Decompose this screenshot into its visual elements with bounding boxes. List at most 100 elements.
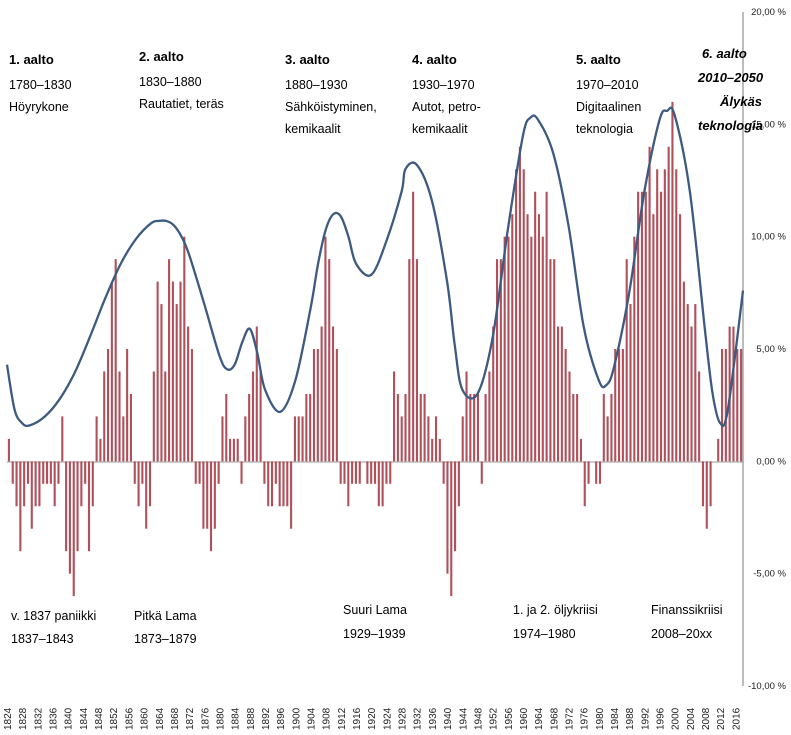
x-tick-label: 1920 <box>367 707 378 730</box>
bar-1919 <box>370 461 373 484</box>
bar-1830 <box>30 461 33 529</box>
bar-1867 <box>171 281 174 462</box>
x-tick-label: 1976 <box>580 707 591 730</box>
bar-1890 <box>259 371 262 462</box>
bar-1872 <box>190 349 193 462</box>
bar-1968 <box>557 326 560 462</box>
crisis-3-years: 1929–1939 <box>343 627 406 641</box>
bar-1978 <box>595 461 598 484</box>
bar-1952 <box>495 259 499 462</box>
bar-1880 <box>221 416 224 462</box>
crisis-annotation-3: Suuri Lama 1929–1939 <box>343 603 407 641</box>
bar-1878 <box>213 461 216 529</box>
wave-annotation-1: 1. aalto 1780–1830 Höyrykone <box>9 52 72 114</box>
wave-1-years: 1780–1830 <box>9 78 72 92</box>
bar-1858 <box>137 461 140 507</box>
bar-1888 <box>251 371 255 462</box>
x-tick-label: 1864 <box>155 707 166 730</box>
y-tick-label: 20,00 % <box>751 7 786 18</box>
bar-1923 <box>385 461 388 484</box>
x-tick-labels: 1824 1828 1832 1836 1840 1844 1848 1852 1856 1860… <box>3 707 742 730</box>
bar-1986 <box>625 259 628 462</box>
bar-1954 <box>503 236 506 462</box>
bar-1897 <box>286 461 289 507</box>
x-tick-label: 1856 <box>124 707 135 730</box>
bar-1939 <box>446 461 449 574</box>
bar-1980 <box>602 393 605 462</box>
x-tick-label: 1948 <box>473 707 484 730</box>
bar-1941 <box>454 461 457 552</box>
crisis-1-name: v. 1837 paniikki <box>11 609 96 623</box>
bar-1933 <box>423 393 426 462</box>
bar-1844 <box>84 461 87 484</box>
x-tick-label: 2000 <box>671 707 682 730</box>
wave-1-line1: Höyrykone <box>9 100 69 114</box>
bar-1921 <box>377 461 380 507</box>
x-tick-label: 1840 <box>64 707 75 730</box>
bar-1882 <box>229 438 232 462</box>
bar-1924 <box>389 461 392 484</box>
x-tick-label: 1892 <box>261 707 272 730</box>
x-tick-label: 1868 <box>170 707 181 730</box>
x-tick-label: 1960 <box>519 707 530 730</box>
y-tick-label: -5,00 % <box>753 569 786 580</box>
bar-1864 <box>160 304 163 462</box>
bar-1942 <box>457 461 460 507</box>
bar-1854 <box>122 416 125 462</box>
bar-1987 <box>629 304 632 462</box>
wave-4-line1: Autot, petro- <box>412 100 481 114</box>
crisis-3-name: Suuri Lama <box>343 603 407 617</box>
x-tick-label: 1904 <box>307 707 318 730</box>
bar-1855 <box>126 349 129 462</box>
bar-1946 <box>473 393 476 462</box>
bar-1856 <box>129 393 132 462</box>
bar-2010 <box>717 438 720 462</box>
x-tick-label: 1884 <box>231 707 242 730</box>
wave-5-line2: teknologia <box>576 122 633 136</box>
bar-1913 <box>347 461 350 507</box>
bar-1994 <box>656 169 659 462</box>
bar-1982 <box>610 393 613 462</box>
crisis-4-years: 1974–1980 <box>513 627 576 641</box>
bar-1960 <box>526 214 529 462</box>
bar-1993 <box>652 214 655 462</box>
bar-1834 <box>45 461 49 484</box>
x-tick-label: 1828 <box>18 707 29 730</box>
bar-1949 <box>484 393 487 462</box>
crisis-annotation-2: Pitkä Lama 1873–1879 <box>134 609 197 646</box>
bar-1898 <box>290 461 293 529</box>
bar-1909 <box>332 326 335 462</box>
bar-1849 <box>103 371 106 462</box>
bar-1841 <box>72 461 75 597</box>
bar-1969 <box>560 326 563 462</box>
bar-1907 <box>324 236 327 462</box>
bar-1990 <box>640 191 643 462</box>
bar-1915 <box>354 461 357 484</box>
bar-1831 <box>34 461 37 507</box>
wave-annotation-3: 3. aalto 1880–1930 Sähköistyminen, kemik… <box>285 52 377 136</box>
bar-1866 <box>168 259 171 462</box>
bar-1827 <box>19 461 22 552</box>
bar-1859 <box>141 461 144 484</box>
crisis-1-years: 1837–1843 <box>11 632 74 646</box>
bar-1842 <box>76 461 79 552</box>
bar-1901 <box>301 416 304 462</box>
bar-1891 <box>263 461 266 484</box>
bar-1930 <box>412 191 415 462</box>
y-tick-label: 10,00 % <box>751 232 786 243</box>
bar-1963 <box>537 214 541 462</box>
x-tick-label: 2012 <box>716 707 727 730</box>
bar-1879 <box>217 461 220 484</box>
wave-2-line1: Rautatiet, teräs <box>139 97 224 111</box>
y-tick-label: 5,00 % <box>756 344 786 355</box>
y-tick-labels: 20,00 % 15,00 % 10,00 % 5,00 % 0,00 % -5,00 %… <box>748 7 787 692</box>
bar-1965 <box>545 191 548 462</box>
wave-annotation-6: 6. aalto 2010–2050 Älykäs teknologia <box>697 46 764 133</box>
x-tick-label: 1836 <box>49 707 60 730</box>
bar-1918 <box>366 461 369 484</box>
bar-1839 <box>65 461 68 552</box>
bar-1956 <box>511 214 514 462</box>
bar-1828 <box>23 461 26 507</box>
bar-1948 <box>480 461 483 484</box>
